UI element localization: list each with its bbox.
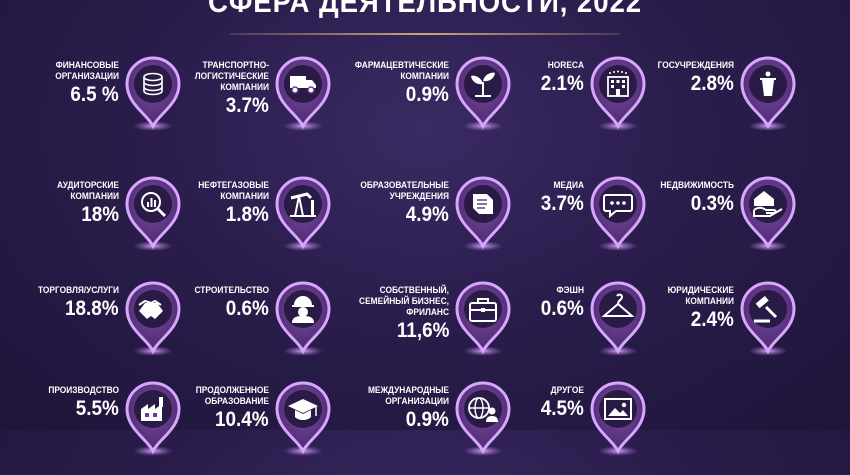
map-pin-badge — [588, 54, 648, 134]
map-pin-badge — [453, 279, 513, 359]
page-title: СФЕРА ДЕЯТЕЛЬНОСТИ, 2022 — [207, 0, 643, 19]
industry-percentage: 4.9% — [405, 203, 449, 226]
industry-percentage: 2.4% — [690, 308, 734, 331]
industry-label: МЕДИА — [553, 180, 584, 191]
hanger-icon — [601, 293, 635, 317]
industry-item: ГОСУЧРЕЖДЕНИЯ 2.8% — [658, 56, 820, 150]
picture-icon — [604, 398, 632, 420]
gavel-icon — [754, 295, 778, 323]
industry-percentage: 18.8% — [65, 297, 119, 320]
industry-label: ЮРИДИЧЕСКИЕ КОМПАНИИ — [667, 285, 734, 307]
industry-percentage: 1.8% — [225, 203, 269, 226]
map-pin-badge — [123, 54, 183, 134]
map-pin-badge — [738, 54, 798, 134]
industry-label: АУДИТОРСКИЕ КОМПАНИИ — [57, 180, 119, 202]
map-pin-badge — [738, 279, 798, 359]
map-pin-badge — [453, 174, 513, 254]
industry-label: СТРОИТЕЛЬСТВО — [194, 285, 269, 296]
builder-icon — [292, 296, 314, 323]
industry-item: ДРУГОЕ 4.5% — [510, 381, 670, 475]
coins-icon — [143, 72, 163, 96]
globe-person-icon — [468, 397, 498, 422]
scroll-icon — [473, 194, 493, 214]
map-pin-badge — [273, 379, 333, 459]
industry-label: НЕФТЕГАЗОВЫЕ КОМПАНИИ — [198, 180, 269, 202]
industry-percentage: 0.6% — [540, 297, 584, 320]
industry-item: ТОРГОВЛЯ/УСЛУГИ 18.8% — [38, 281, 205, 375]
industry-label: СОБСТВЕННЫЙ, СЕМЕЙНЫЙ БИЗНЕС, ФРИЛАНС — [359, 285, 449, 318]
map-pin-badge — [453, 54, 513, 134]
oil-pump-icon — [290, 192, 316, 217]
briefcase-icon — [469, 298, 497, 322]
industry-item: ФЭШН 0.6% — [510, 281, 670, 375]
industry-item: ФАРМАЦЕВТИЧЕСКИЕ КОМПАНИИ 0.9% — [355, 56, 535, 150]
hotel-icon — [607, 70, 629, 97]
map-pin-badge — [273, 54, 333, 134]
graduation-cap-icon — [288, 399, 318, 420]
industry-percentage: 6.5 % — [70, 83, 119, 106]
industry-label: ФИНАНСОВЫЕ ОРГАНИЗАЦИИ — [55, 60, 119, 82]
map-pin-badge — [588, 279, 648, 359]
industry-percentage: 18% — [81, 203, 119, 226]
industry-label: ФАРМАЦЕВТИЧЕСКИЕ КОМПАНИИ — [354, 60, 449, 82]
industry-item: ОБРАЗОВАТЕЛЬНЫЕ УЧРЕЖДЕНИЯ 4.9% — [360, 176, 535, 270]
industry-item: ФИНАНСОВЫЕ ОРГАНИЗАЦИИ 6.5 % — [45, 56, 205, 150]
industry-percentage: 4.5% — [540, 397, 584, 420]
industry-label: HORECA — [547, 60, 584, 71]
industry-item: СТРОИТЕЛЬСТВО 0.6% — [194, 281, 355, 375]
house-hand-icon — [753, 191, 783, 217]
factory-icon — [141, 397, 163, 421]
industry-percentage: 11,6% — [396, 319, 449, 342]
industry-percentage: 2.8% — [690, 72, 734, 95]
chat-bubble-icon — [603, 194, 633, 219]
industry-label: ФЭШН — [556, 285, 584, 296]
industry-label: ОБРАЗОВАТЕЛЬНЫЕ УЧРЕЖДЕНИЯ — [360, 180, 449, 202]
industry-percentage: 10.4% — [215, 408, 269, 431]
industry-percentage: 3.7% — [225, 94, 269, 117]
handshake-icon — [138, 299, 163, 319]
industry-percentage: 0.9% — [405, 83, 449, 106]
industry-label: ТРАНСПОРТНО- ЛОГИСТИЧЕСКИЕ КОМПАНИИ — [194, 60, 269, 93]
map-pin-badge — [273, 174, 333, 254]
map-pin-badge — [588, 379, 648, 459]
magnifier-chart-icon — [141, 192, 167, 218]
industry-item: HORECA 2.1% — [510, 56, 670, 150]
industry-item: СОБСТВЕННЫЙ, СЕМЕЙНЫЙ БИЗНЕС, ФРИЛАНС 11,6% — [359, 281, 535, 375]
industry-item: НЕДВИЖИМОСТЬ 0.3% — [660, 176, 820, 270]
industry-label: НЕДВИЖИМОСТЬ — [660, 180, 734, 191]
industry-label: ГОСУЧРЕЖДЕНИЯ — [657, 60, 734, 71]
industry-label: ПРОДОЛЖЕННОЕ ОБРАЗОВАНИЕ — [195, 385, 269, 407]
industry-percentage: 5.5% — [75, 397, 119, 420]
industry-item: АУДИТОРСКИЕ КОМПАНИИ 18% — [45, 176, 205, 270]
sprout-icon — [471, 72, 495, 97]
industry-item: ЮРИДИЧЕСКИЕ КОМПАНИИ 2.4% — [660, 281, 820, 375]
industry-percentage: 2.1% — [540, 72, 584, 95]
map-pin-badge — [588, 174, 648, 254]
industry-item: НЕФТЕГАЗОВЫЕ КОМПАНИИ 1.8% — [195, 176, 355, 270]
industry-label: ДРУГОЕ — [550, 385, 584, 396]
industry-item: МЕДИА 3.7% — [510, 176, 670, 270]
industry-item: ПРОДОЛЖЕННОЕ ОБРАЗОВАНИЕ 10.4% — [195, 381, 355, 475]
industry-item: ТРАНСПОРТНО- ЛОГИСТИЧЕСКИЕ КОМПАНИИ 3.7% — [195, 56, 355, 150]
industry-percentage: 0.6% — [225, 297, 269, 320]
podium-icon — [760, 71, 776, 96]
industry-percentage: 3.7% — [540, 192, 584, 215]
industry-label: ТОРГОВЛЯ/УСЛУГИ — [38, 285, 120, 296]
map-pin-badge — [123, 174, 183, 254]
truck-icon — [290, 76, 316, 94]
map-pin-badge — [738, 174, 798, 254]
map-pin-badge — [123, 279, 183, 359]
industry-percentage: 0.3% — [690, 192, 734, 215]
industry-label: МЕЖДУНАРОДНЫЕ ОРГАНИЗАЦИИ — [367, 385, 449, 407]
map-pin-badge — [273, 279, 333, 359]
title-underline — [230, 33, 620, 35]
industry-label: ПРОИЗВОДСТВО — [48, 385, 120, 396]
industry-percentage: 0.9% — [405, 408, 449, 431]
